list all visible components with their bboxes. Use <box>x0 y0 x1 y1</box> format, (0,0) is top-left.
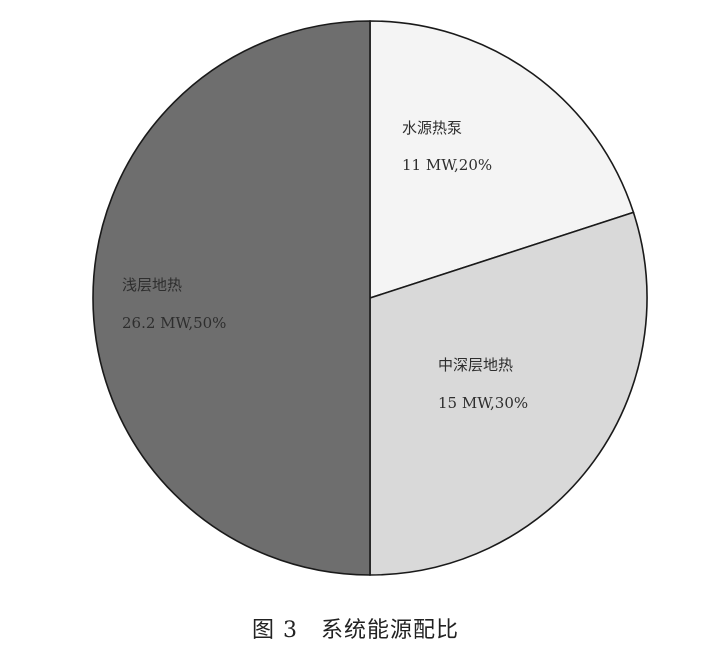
pie-slice <box>369 211 648 576</box>
pie-chart: 水源热泵 11 MW,20% 中深层地热 15 MW,30% 浅层地热 26.2 MW,5… <box>92 20 648 576</box>
pie-slice <box>369 20 635 300</box>
figure-caption: 图 3 系统能源配比 <box>252 618 459 643</box>
slice-name-label: 中深层地热 <box>438 356 513 374</box>
slice-value-label: 26.2 MW,50% <box>122 314 226 332</box>
slice-name-label: 水源热泵 <box>402 119 462 137</box>
pie-slice <box>92 20 371 576</box>
slice-value-label: 15 MW,30% <box>438 394 528 412</box>
slice-name-label: 浅层地热 <box>122 276 182 294</box>
slice-value-label: 11 MW,20% <box>402 156 492 174</box>
